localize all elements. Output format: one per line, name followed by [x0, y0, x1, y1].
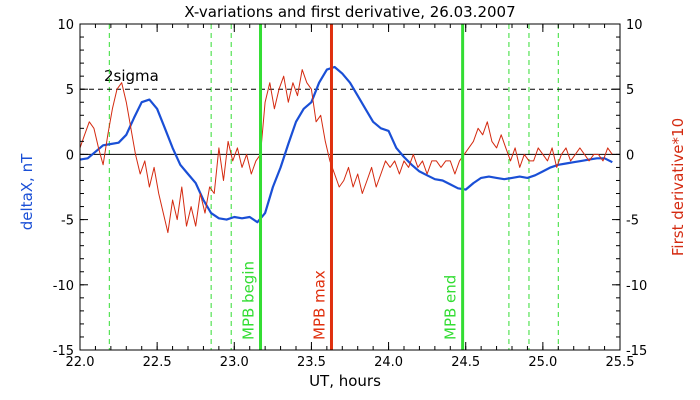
y-tick-label-left-5: -15: [53, 344, 74, 359]
y-tick-label-right-5: -15: [626, 344, 647, 359]
y-tick-label-left-4: -10: [53, 279, 74, 294]
y-axis-label-left: deltaX, nT: [18, 153, 36, 230]
y-tick-label-left-2: 0: [66, 148, 74, 163]
x-tick-label-1: 22.5: [143, 355, 172, 370]
x-tick-label-5: 24.5: [451, 355, 480, 370]
x-tick-label-7: 25.5: [606, 355, 635, 370]
y-tick-label-left-0: 10: [57, 18, 74, 33]
plot-area: MPB begin MPB max MPB end 22.0 22.5 23.0 23.5 2…: [53, 18, 647, 370]
x-tick-label-3: 23.5: [297, 355, 326, 370]
x-axis-label: UT, hours: [309, 372, 381, 390]
y-tick-label-right-1: 5: [626, 83, 634, 98]
series-deltaX-line: [79, 65, 613, 224]
y-axis-label-right: First derivative*10: [669, 118, 687, 256]
sigma-label: 2sigma: [104, 67, 159, 85]
x-tick-label-0: 22.0: [66, 355, 95, 370]
x-tick-label-6: 25.0: [528, 355, 557, 370]
y-tick-label-right-0: 10: [626, 18, 643, 33]
mpb-label-2: MPB end: [442, 275, 460, 340]
mpb-label-0: MPB begin: [240, 261, 258, 340]
mpb-label-1: MPB max: [310, 270, 328, 340]
y-tick-label-right-3: -5: [626, 214, 639, 229]
axes-frame: [79, 23, 621, 351]
y-tick-label-right-4: -10: [626, 279, 647, 294]
x-tick-label-2: 23.0: [220, 355, 249, 370]
y-tick-label-left-3: -5: [61, 214, 74, 229]
y-tick-label-left-1: 5: [66, 83, 74, 98]
series-derivative-line: [79, 69, 613, 234]
x-tick-label-4: 24.0: [374, 355, 403, 370]
y-tick-label-right-2: 0: [626, 148, 634, 163]
chart-title: X-variations and first derivative, 26.03…: [184, 3, 515, 21]
